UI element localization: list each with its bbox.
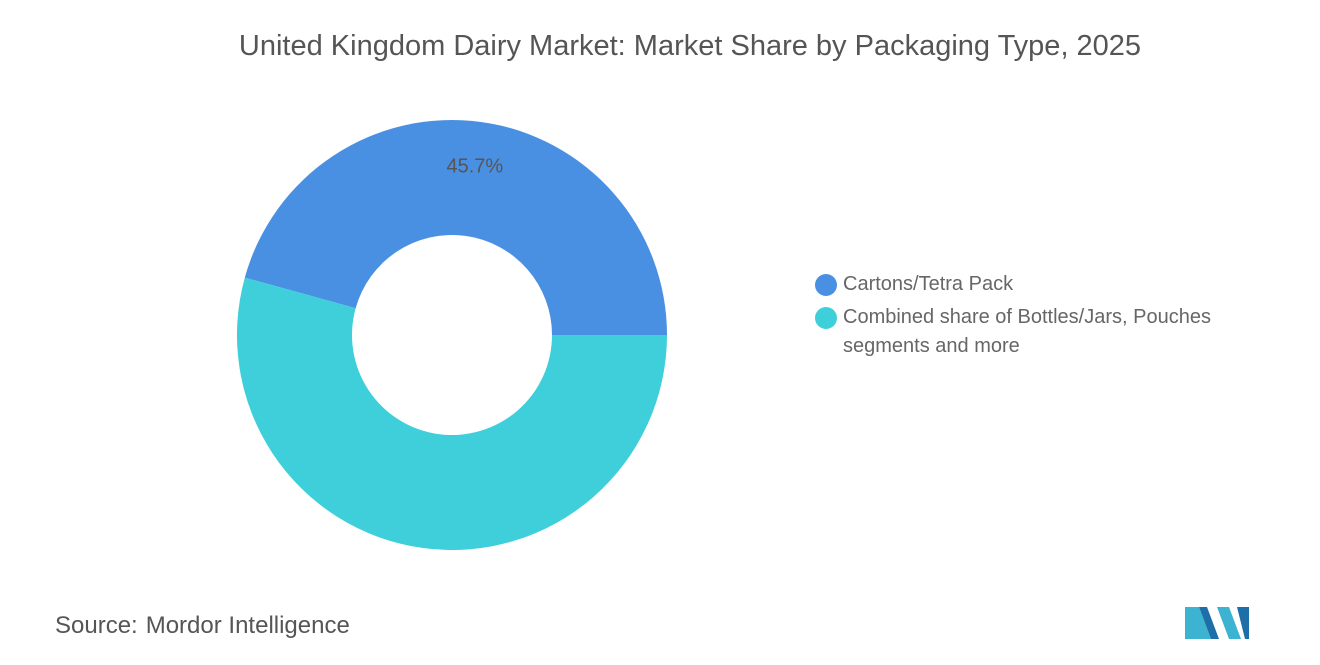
logo <box>1185 607 1249 639</box>
legend-swatch <box>815 274 837 296</box>
donut-slice <box>244 119 667 336</box>
chart-title: United Kingdom Dairy Market: Market Shar… <box>238 30 1142 62</box>
source-label: Source: <box>55 612 138 639</box>
legend-item: Combined share of Bottles/Jars, Pouches … <box>815 303 1265 361</box>
legend-label: Combined share of Bottles/Jars, Pouches … <box>843 306 1211 357</box>
source: Source: Mordor Intelligence <box>55 612 350 640</box>
donut-slice <box>237 277 668 550</box>
legend-swatch <box>815 307 837 329</box>
source-text: Mordor Intelligence <box>145 612 350 639</box>
legend-item: Cartons/Tetra Pack <box>815 270 1265 299</box>
chart: 45.7% <box>237 119 668 550</box>
legend-label: Cartons/Tetra Pack <box>843 273 1014 295</box>
data-label: 45.7% <box>446 155 503 177</box>
legend: Cartons/Tetra Pack Combined share of Bott… <box>815 270 1265 365</box>
